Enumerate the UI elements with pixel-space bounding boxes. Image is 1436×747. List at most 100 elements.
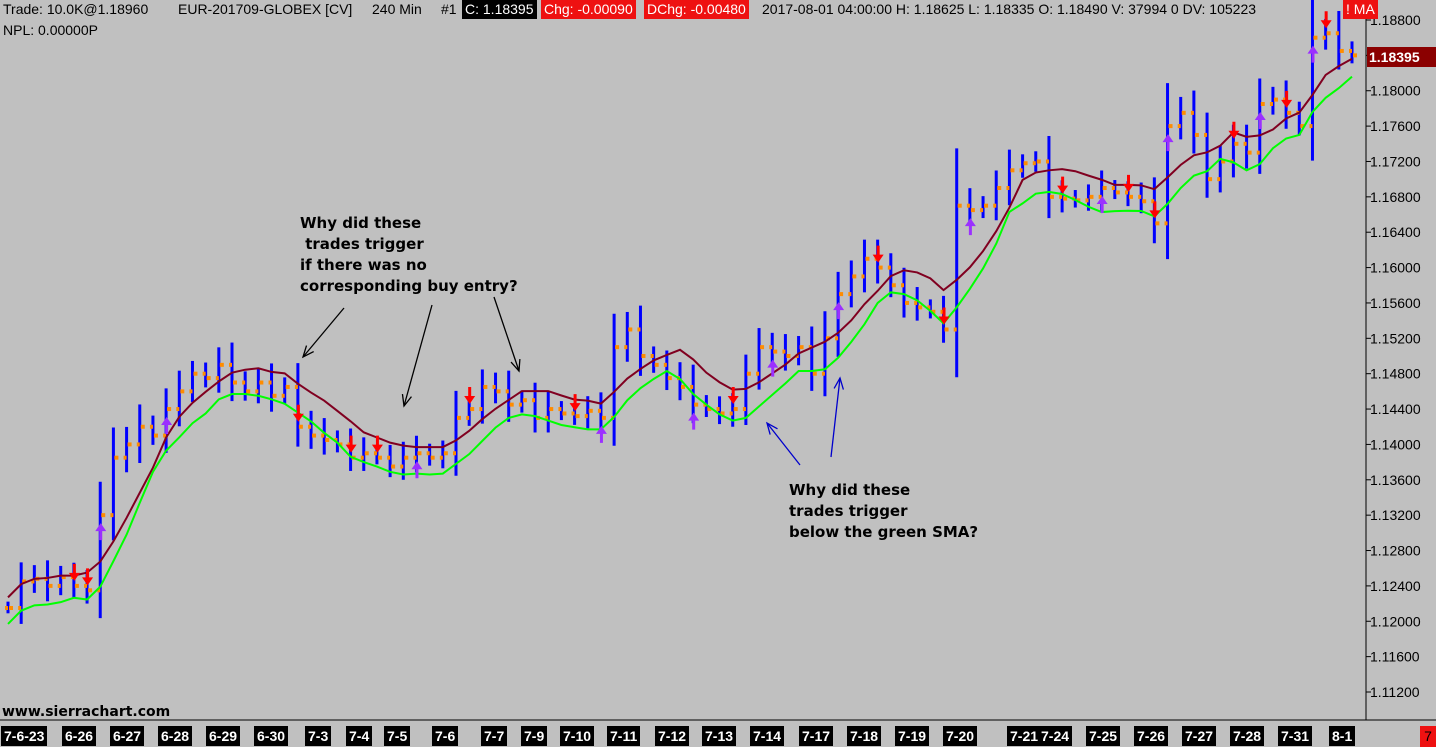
date-label: 7-21 (1007, 726, 1042, 746)
bar-open-tick (479, 407, 483, 412)
annotation-arrow (493, 296, 520, 372)
date-label: 7-5 (384, 726, 411, 746)
sell-arrow-icon (1149, 201, 1161, 219)
bar-open-tick (189, 389, 193, 394)
buy-arrow-icon (95, 523, 107, 541)
annotation-arrow (302, 307, 345, 358)
bar-open-tick (901, 283, 904, 288)
bar-open-tick (716, 407, 720, 412)
y-tick-label: 1.13600 (1370, 472, 1421, 488)
npl-label: NPL: 0.00000P (0, 21, 101, 40)
bar-open-tick (413, 455, 417, 460)
bar-close-tick (1313, 35, 1318, 40)
buy-arrow-icon (1307, 45, 1319, 63)
date-label: 7-3 (305, 726, 332, 746)
bar-open-tick (1111, 186, 1115, 190)
bar-close-tick (839, 292, 844, 297)
bar-open-tick (1151, 199, 1155, 204)
buy-arrow-icon (1096, 196, 1108, 213)
date-label: 6-27 (110, 726, 145, 746)
bar-close-tick (127, 442, 132, 447)
bar-close-tick (970, 208, 975, 213)
bar-close-tick (549, 407, 554, 412)
sell-arrow-icon (938, 307, 950, 325)
bar-close-tick (773, 349, 778, 354)
date-label: 6-30 (254, 726, 289, 746)
bar-close-tick (1287, 110, 1292, 115)
bar-open-tick (110, 513, 114, 518)
bar-open-tick (242, 380, 246, 385)
bar-close-tick (694, 402, 699, 407)
bar-close-tick (615, 345, 620, 350)
date-label: 7-7 (481, 726, 508, 746)
sell-arrow-icon (727, 387, 739, 405)
bar-close-tick (1076, 198, 1081, 203)
bar-close-tick (101, 513, 106, 518)
buy-arrow-icon (595, 425, 607, 443)
bar-open-tick (756, 371, 760, 376)
bar-close-tick (878, 265, 883, 270)
bar-open-tick (1309, 124, 1313, 129)
y-tick-label: 1.13200 (1370, 507, 1421, 523)
bar-close-tick (219, 362, 224, 367)
bar-open-tick (663, 362, 667, 367)
change-value: Chg: -0.00090 (541, 0, 636, 19)
bar-close-tick (1300, 124, 1305, 129)
bar-close-tick (325, 438, 330, 442)
bar-open-tick (637, 327, 641, 332)
alert-icon: ! (1346, 1, 1350, 17)
date-label: 7-6 (432, 726, 459, 746)
bar-open-tick (1322, 35, 1326, 40)
y-tick-label: 1.17200 (1370, 153, 1421, 169)
annotation-arrow-blue-head (833, 376, 845, 390)
bar-open-tick (505, 389, 509, 394)
date-label: 7-17 (799, 726, 834, 746)
timeframe-label: 240 Min (372, 1, 422, 17)
alert-text: MA (1353, 1, 1375, 17)
y-tick-label: 1.18800 (1370, 12, 1421, 28)
bar-close-tick (272, 393, 277, 398)
bar-open-tick (31, 579, 35, 584)
y-tick-label: 1.12400 (1370, 578, 1421, 594)
sell-arrow-icon (371, 435, 383, 453)
sell-arrow-icon (1123, 174, 1134, 192)
bar-open-tick (1085, 198, 1089, 203)
annotation-arrow-head (510, 358, 521, 373)
date-label: 6-29 (206, 726, 241, 746)
sell-arrow-icon (569, 394, 581, 412)
bar-close-tick (1142, 199, 1147, 204)
y-tick-label: 1.14000 (1370, 436, 1421, 452)
bar-close-tick (575, 414, 580, 419)
date-label: 7-11 (607, 726, 641, 746)
sell-arrow-icon (292, 404, 304, 422)
bar-close-tick (681, 384, 685, 389)
date-label: 7-27 (1182, 726, 1217, 746)
bar-open-tick (1177, 124, 1181, 129)
buy-arrow-icon (161, 417, 173, 435)
bar-close-tick (667, 376, 672, 381)
date-label: 8-1 (1329, 726, 1356, 746)
bar-open-tick (97, 588, 101, 593)
bar-open-tick (1006, 186, 1010, 190)
date-label: 7-26 (1134, 726, 1169, 746)
y-tick-label: 1.16400 (1370, 224, 1421, 240)
bar-open-tick (1098, 194, 1102, 199)
bar-close-tick (404, 455, 409, 460)
bar-close-tick (48, 583, 53, 588)
alert-indicator[interactable]: ! MA (1343, 0, 1378, 19)
bar-close-tick (457, 415, 461, 420)
annotation-arrow-blue (766, 422, 801, 466)
moving-average-line (7, 57, 1353, 599)
bar-close-tick (1023, 161, 1028, 166)
date-label: 7-9 (521, 726, 548, 746)
date-label: 7-24 (1038, 726, 1073, 746)
bar-close-tick (377, 455, 382, 460)
bar-open-tick (861, 274, 865, 279)
price-axis (1366, 0, 1436, 720)
y-tick-label: 1.11600 (1370, 649, 1420, 665)
bar-open-tick (690, 384, 694, 389)
buy-arrow-icon (411, 461, 423, 479)
bar-close-tick (1102, 186, 1107, 190)
bar-close-tick (1234, 141, 1239, 146)
